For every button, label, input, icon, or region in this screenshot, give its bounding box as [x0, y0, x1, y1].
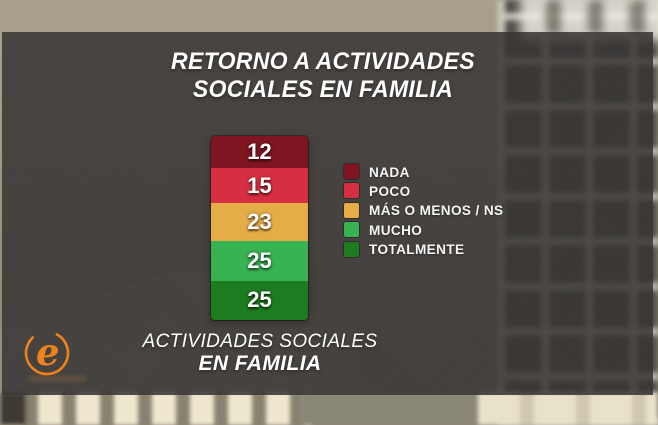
caption-line-2: EN FAMILIA	[198, 352, 322, 375]
background-columns-right	[478, 392, 658, 425]
bar-value-mas-o-menos: 23	[247, 208, 272, 234]
bar-segment-mucho: 25	[211, 241, 308, 281]
legend-label-poco: POCO	[369, 182, 411, 199]
legend-item-totalmente: TOTALMENTE	[344, 241, 508, 258]
page-title: RETORNO A ACTIVIDADES SOCIALES EN FAMILI…	[54, 48, 592, 104]
legend-swatch-poco	[344, 183, 359, 199]
bar-value-nada: 12	[247, 139, 272, 165]
legend-swatch-nada	[344, 164, 359, 179]
bar-segment-totalmente: 25	[211, 280, 308, 320]
equipos-logo-icon: e	[24, 330, 70, 376]
legend-item-poco: POCO	[344, 182, 508, 199]
bar-segment-mas-o-menos: 23	[211, 202, 308, 241]
chart-panel	[2, 32, 653, 395]
legend-item-nada: NADA	[344, 163, 508, 180]
legend-label-nada: NADA	[369, 163, 410, 180]
bar-value-poco: 15	[247, 172, 272, 198]
logo-subtext-faint	[28, 375, 86, 382]
bar-segment-poco: 15	[211, 168, 308, 203]
legend-swatch-mucho	[344, 222, 359, 238]
background-columns-left	[0, 392, 312, 425]
legend-swatch-mas-o-menos	[344, 202, 359, 218]
axis-caption: ACTIVIDADES SOCIALES EN FAMILIA	[142, 331, 377, 375]
legend-item-mas-o-menos: MÁS O MENOS / NS	[344, 202, 508, 219]
background-wall-mid	[300, 392, 490, 425]
title-line-2: SOCIALES EN FAMILIA	[192, 76, 454, 103]
title-line-1: RETORNO A ACTIVIDADES	[171, 48, 475, 75]
legend-swatch-totalmente	[344, 241, 359, 257]
bar-value-mucho: 25	[247, 247, 272, 273]
logo-letter: e	[36, 330, 60, 374]
stacked-bar: 12 15 23 25 25	[211, 136, 308, 320]
background-columns-shadow	[0, 392, 26, 425]
legend-item-mucho: MUCHO	[344, 221, 508, 238]
legend-label-mas-o-menos: MÁS O MENOS / NS	[369, 202, 504, 219]
legend-label-totalmente: TOTALMENTE	[369, 241, 465, 258]
legend: NADA POCO MÁS O MENOS / NS MUCHO TOTALME…	[344, 164, 508, 257]
bar-segment-nada: 12	[211, 136, 308, 169]
bar-value-totalmente: 25	[247, 287, 272, 313]
background-building-beams	[545, 0, 658, 34]
caption-line-1: ACTIVIDADES SOCIALES	[142, 331, 378, 352]
legend-label-mucho: MUCHO	[369, 221, 423, 238]
